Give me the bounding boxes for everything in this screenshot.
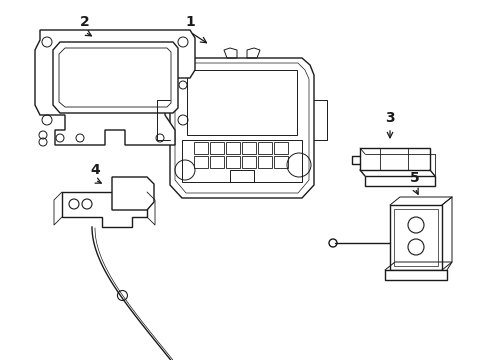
Polygon shape [186,70,296,135]
Bar [225,142,240,154]
Text: 5: 5 [409,171,419,185]
Text: 2: 2 [80,15,90,29]
Bar [273,142,287,154]
Polygon shape [112,177,154,210]
Polygon shape [359,148,429,170]
Bar [194,142,207,154]
Bar [273,156,287,168]
Bar [242,156,256,168]
Bar [393,209,437,266]
Polygon shape [62,192,147,227]
Text: 1: 1 [185,15,195,29]
Bar [209,156,224,168]
Polygon shape [384,270,446,280]
Bar [242,142,256,154]
Polygon shape [35,30,195,145]
Polygon shape [182,140,302,182]
Polygon shape [170,58,313,198]
Polygon shape [53,42,178,113]
Bar [209,142,224,154]
Bar [194,156,207,168]
Bar [258,156,271,168]
Polygon shape [364,176,434,186]
Text: 4: 4 [90,163,100,177]
Bar [229,170,253,182]
Bar [225,156,240,168]
Bar [258,142,271,154]
Text: 3: 3 [385,111,394,125]
Polygon shape [389,205,441,270]
